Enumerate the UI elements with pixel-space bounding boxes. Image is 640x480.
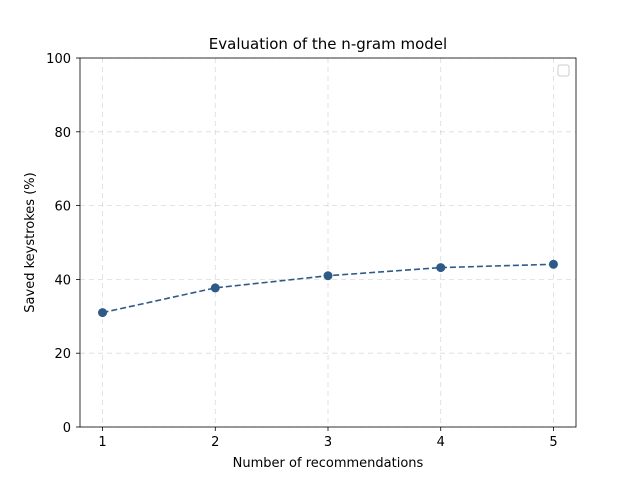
y-tick-label: 20	[54, 347, 71, 362]
x-axis-ticks: 1 2 3 4 5	[98, 427, 558, 450]
data-point	[436, 263, 446, 273]
x-grid-lines	[102, 58, 554, 427]
chart-title: Evaluation of the n-gram model	[209, 35, 447, 53]
y-tick-label: 0	[63, 421, 71, 436]
y-tick-label: 100	[46, 52, 71, 67]
x-tick-label: 3	[324, 435, 332, 450]
y-tick-label: 80	[54, 126, 71, 141]
x-tick-label: 4	[437, 435, 445, 450]
y-tick-label: 60	[54, 200, 71, 215]
data-point	[98, 308, 108, 318]
data-point	[548, 259, 558, 269]
legend-box	[557, 64, 570, 77]
y-tick-label: 40	[54, 273, 71, 288]
x-tick-label: 5	[549, 435, 557, 450]
data-point	[323, 271, 333, 281]
x-tick-label: 1	[98, 435, 106, 450]
series-group	[98, 259, 558, 318]
y-axis-ticks: 0 20 40 60 80 100	[46, 52, 80, 436]
x-axis-label: Number of recommendations	[233, 456, 424, 471]
legend	[557, 64, 570, 77]
y-axis-label: Saved keystrokes (%)	[23, 172, 38, 312]
data-point	[210, 283, 220, 293]
x-tick-label: 2	[211, 435, 219, 450]
